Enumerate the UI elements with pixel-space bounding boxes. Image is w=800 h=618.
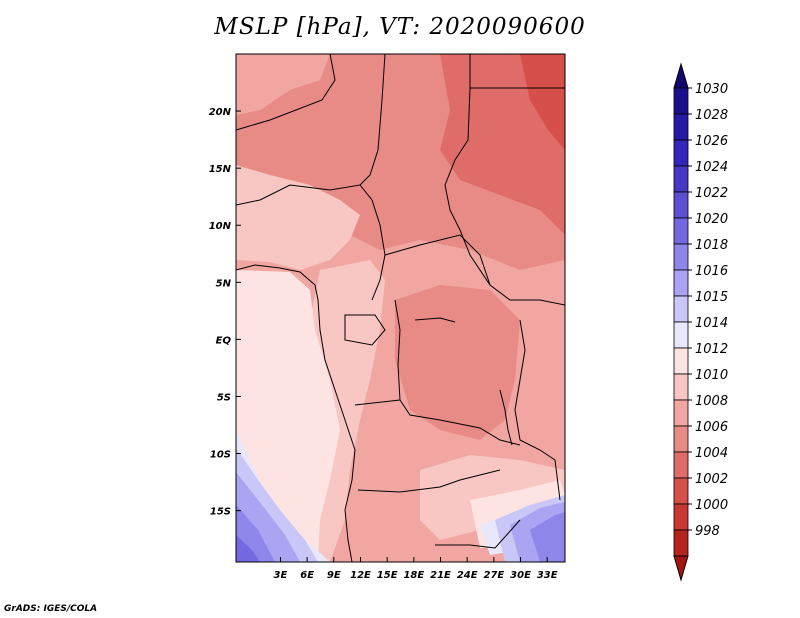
colorbar-swatch	[673, 373, 689, 401]
y-tick-label: 5N	[216, 278, 232, 289]
y-tick-label: 5S	[217, 392, 231, 403]
colorbar: 1030 1028 1026 1024 1022 1020 1018 1016 1015 1014…	[673, 62, 728, 582]
map-axes: 3E 6E 9E 12E 15E 18E 21E 24E 27E 30E 33E 20N 15N 10N 5…	[209, 107, 558, 581]
colorbar-swatch	[673, 503, 689, 531]
colorbar-label: 1028	[695, 108, 728, 123]
colorbar-label: 1004	[695, 446, 728, 461]
colorbar-label: 1010	[695, 368, 728, 383]
y-tick-label: 10N	[209, 221, 232, 232]
y-tick-label: 10S	[210, 450, 231, 461]
colorbar-label: 1024	[695, 160, 728, 175]
colorbar-label: 1014	[695, 316, 728, 331]
colorbar-label: 1006	[695, 420, 728, 435]
x-tick-label: 24E	[457, 570, 478, 581]
colorbar-swatch	[673, 529, 689, 557]
x-tick-label: 18E	[403, 570, 424, 581]
x-tick-label: 30E	[510, 570, 531, 581]
colorbar-label: 1008	[695, 394, 728, 409]
map-title: MSLP [hPa], VT: 2020090600	[214, 14, 586, 40]
colorbar-label: 998	[695, 524, 720, 539]
colorbar-swatch	[673, 477, 689, 505]
x-tick-label: 15E	[377, 570, 398, 581]
y-tick-label: 15N	[209, 164, 232, 175]
colorbar-swatch	[673, 269, 689, 297]
colorbar-swatch	[673, 425, 689, 453]
y-tick-label: 20N	[209, 107, 232, 118]
colorbar-swatch	[673, 399, 689, 427]
x-tick-label: 12E	[350, 570, 371, 581]
colorbar-label: 1016	[695, 264, 728, 279]
colorbar-swatch	[673, 295, 689, 323]
colorbar-top-cap	[673, 62, 689, 89]
colorbar-label: 1002	[695, 472, 728, 487]
colorbar-swatch	[673, 87, 689, 115]
map-frame	[235, 53, 566, 563]
colorbar-bottom-cap	[673, 555, 689, 582]
colorbar-label: 1026	[695, 134, 728, 149]
colorbar-swatch	[673, 347, 689, 375]
colorbar-swatch	[673, 321, 689, 349]
x-tick-label: 9E	[327, 570, 341, 581]
pressure-field	[236, 54, 565, 562]
colorbar-label: 1022	[695, 186, 728, 201]
colorbar-swatch	[673, 139, 689, 167]
colorbar-label: 1012	[695, 342, 728, 357]
colorbar-label: 1020	[695, 212, 728, 227]
colorbar-swatch	[673, 451, 689, 479]
y-tick-label: 15S	[210, 507, 231, 518]
colorbar-swatch	[673, 165, 689, 193]
grads-credit: GrADS: IGES/COLA	[4, 604, 98, 614]
colorbar-label: 1030	[695, 82, 728, 97]
colorbar-swatch	[673, 113, 689, 141]
colorbar-label: 1018	[695, 238, 728, 253]
country-borders	[236, 54, 565, 562]
x-tick-label: 6E	[300, 570, 314, 581]
x-tick-label: 3E	[274, 570, 288, 581]
x-tick-label: 27E	[483, 570, 504, 581]
colorbar-swatch	[673, 243, 689, 271]
colorbar-swatch	[673, 191, 689, 219]
colorbar-label: 1015	[695, 290, 728, 305]
colorbar-swatch	[673, 217, 689, 245]
colorbar-label: 1000	[695, 498, 728, 513]
y-tick-label: EQ	[216, 335, 232, 346]
x-tick-label: 21E	[430, 570, 451, 581]
x-tick-label: 33E	[537, 570, 558, 581]
